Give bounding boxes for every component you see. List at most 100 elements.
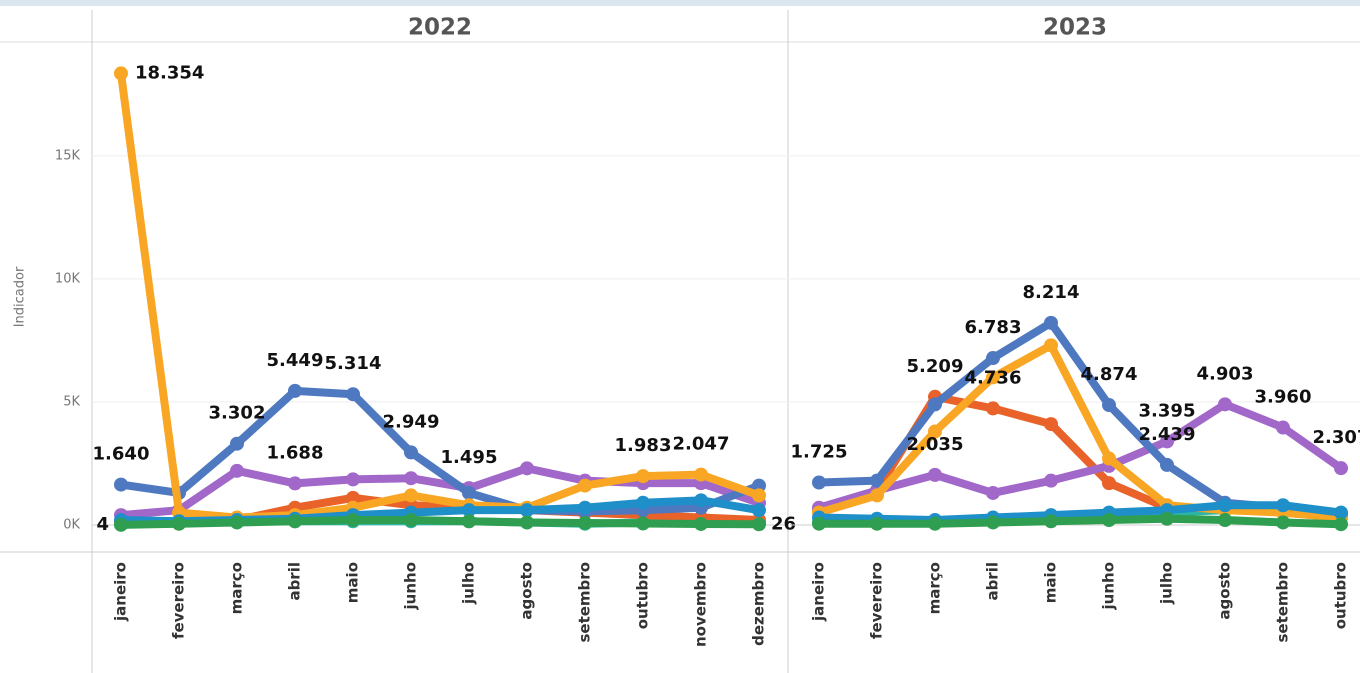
x-tick-label: junho — [1100, 562, 1118, 610]
point — [752, 503, 766, 518]
point — [1160, 434, 1174, 449]
point — [114, 477, 128, 492]
x-tick-label: julho — [460, 562, 478, 605]
point — [812, 516, 826, 531]
point — [1276, 420, 1290, 435]
series-line — [117, 516, 763, 529]
series-line — [815, 341, 1345, 522]
x-tick-label: outubro — [634, 562, 652, 629]
x-tick-label: abril — [286, 562, 304, 601]
point — [870, 473, 884, 488]
point — [928, 397, 942, 412]
data-label: 3.302 — [209, 403, 266, 424]
x-tick-label: fevereiro — [170, 562, 188, 639]
point — [1160, 511, 1174, 526]
point — [578, 500, 592, 515]
point — [172, 516, 186, 531]
point — [1218, 513, 1232, 528]
point — [1218, 498, 1232, 513]
data-label: 6.783 — [965, 317, 1022, 338]
data-label: 2.047 — [673, 434, 730, 455]
point — [1102, 398, 1116, 413]
point — [288, 383, 302, 398]
point — [752, 488, 766, 503]
data-label: 1.640 — [93, 444, 150, 465]
point — [1044, 514, 1058, 529]
point — [986, 485, 1000, 500]
point — [986, 515, 1000, 530]
point — [694, 467, 708, 482]
point — [870, 488, 884, 503]
point — [1044, 473, 1058, 488]
data-label: 3.395 — [1139, 400, 1196, 421]
point — [1044, 315, 1058, 330]
point — [520, 515, 534, 530]
x-tick-label: março — [228, 562, 246, 614]
y-axis-label: Indicador — [13, 266, 28, 327]
panel-title: 2022 — [408, 15, 472, 41]
data-label: 1.983 — [615, 435, 672, 456]
x-tick-label: setembro — [1274, 562, 1292, 643]
point — [346, 387, 360, 402]
data-label: 5.209 — [907, 356, 964, 377]
point — [1102, 513, 1116, 528]
point — [1102, 476, 1116, 491]
point — [752, 517, 766, 532]
x-tick-label: novembro — [692, 562, 710, 647]
x-tick-label: maio — [1042, 562, 1060, 603]
data-label: 18.354 — [135, 62, 204, 83]
point — [928, 516, 942, 531]
data-label: 8.214 — [1023, 282, 1080, 303]
point — [870, 516, 884, 531]
point — [1102, 451, 1116, 466]
point — [404, 488, 418, 503]
x-tick-label: junho — [402, 562, 420, 610]
series-line — [815, 514, 1345, 529]
data-label: 5.314 — [325, 353, 382, 374]
x-tick-label: agosto — [518, 562, 536, 620]
top-band — [0, 0, 1360, 6]
x-tick-label: abril — [984, 562, 1002, 601]
point — [346, 490, 360, 505]
data-label: 4.736 — [965, 367, 1022, 388]
data-label: 2.439 — [1139, 424, 1196, 445]
y-tick-label: 0K — [63, 517, 80, 532]
data-label: 4.903 — [1197, 363, 1254, 384]
point — [288, 476, 302, 491]
point — [520, 503, 534, 518]
point — [636, 469, 650, 484]
point — [404, 513, 418, 528]
point — [1044, 338, 1058, 353]
point — [1334, 517, 1348, 532]
point — [288, 514, 302, 529]
point — [404, 471, 418, 486]
data-label: 5.449 — [267, 350, 324, 371]
y-tick-label: 5K — [63, 394, 80, 409]
point — [520, 461, 534, 476]
panel-title: 2023 — [1043, 15, 1107, 41]
point — [1276, 515, 1290, 530]
point — [230, 515, 244, 530]
data-label: 1.688 — [267, 442, 324, 463]
data-label: 2.035 — [907, 434, 964, 455]
point — [462, 514, 476, 529]
point — [1276, 498, 1290, 513]
point — [230, 436, 244, 451]
x-tick-label: setembro — [576, 562, 594, 643]
series-line — [815, 501, 1345, 525]
point — [986, 351, 1000, 366]
data-label: 3.960 — [1255, 387, 1312, 408]
x-tick-label: julho — [1158, 562, 1176, 605]
data-label: 26 — [771, 513, 796, 534]
x-tick-label: outubro — [1332, 562, 1350, 629]
point — [928, 424, 942, 439]
point — [1160, 457, 1174, 472]
data-label: 2.307 — [1313, 427, 1360, 448]
point — [694, 493, 708, 508]
point — [462, 503, 476, 518]
data-label: 4.874 — [1081, 364, 1138, 385]
point — [1044, 417, 1058, 432]
point — [578, 478, 592, 493]
point — [636, 516, 650, 531]
